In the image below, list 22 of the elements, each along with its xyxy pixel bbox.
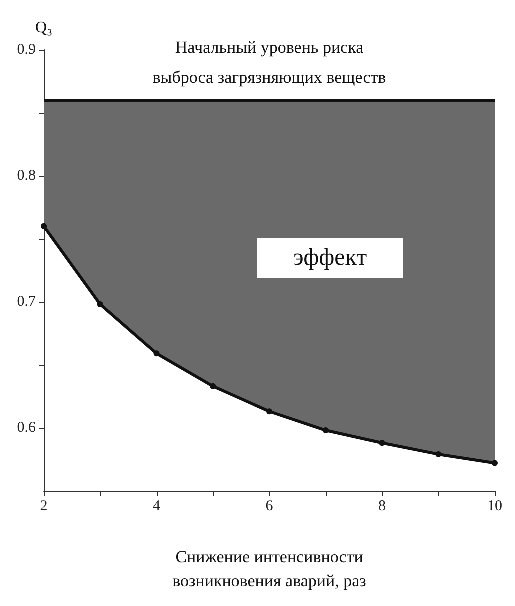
point: [266, 408, 272, 415]
x-tick-label: 6: [266, 498, 274, 514]
point: [436, 451, 442, 458]
y-tick-label: 0.9: [17, 42, 36, 58]
x-tick-label: 10: [488, 498, 502, 514]
point: [379, 440, 386, 446]
point: [154, 350, 160, 357]
x-tick-label: 4: [153, 498, 161, 514]
point: [492, 460, 498, 466]
ref-line-label: Начальный уровень риска выброса загрязняющих веществ: [152, 38, 386, 87]
annotation: эффект: [294, 245, 368, 271]
x-tick-label: 2: [40, 498, 48, 514]
x-axis-title: Снижение интенсивности возникновения аварий, раз: [172, 548, 367, 590]
y-tick-label: 0.6: [17, 420, 36, 436]
y-tick-label: 0.7: [17, 294, 36, 310]
y-axis-title: Q₃: [35, 20, 53, 36]
x-tick-label: 8: [378, 498, 386, 514]
point: [322, 428, 329, 434]
point: [97, 302, 104, 308]
y-tick-label: 0.8: [17, 168, 36, 184]
point: [41, 223, 47, 230]
point: [210, 383, 216, 390]
